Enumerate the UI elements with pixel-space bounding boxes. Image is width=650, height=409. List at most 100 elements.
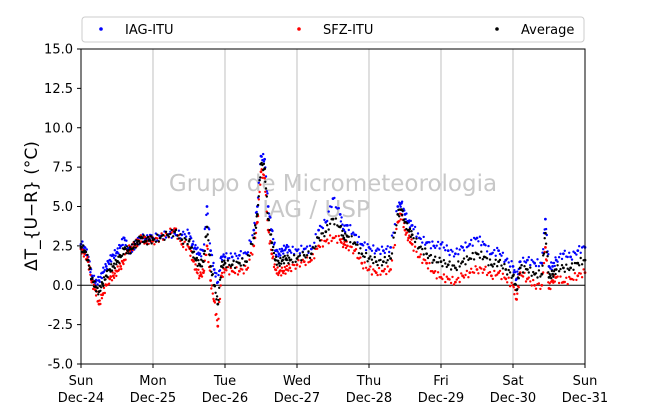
data-point — [385, 261, 388, 264]
data-point — [451, 275, 454, 279]
data-point — [458, 265, 461, 268]
data-point — [341, 234, 345, 237]
data-point — [570, 258, 574, 261]
data-point — [145, 237, 148, 240]
data-point — [200, 265, 204, 268]
data-point — [385, 247, 388, 251]
data-point — [373, 255, 376, 259]
data-point — [490, 274, 493, 278]
data-point — [344, 246, 348, 250]
data-point — [341, 229, 344, 233]
data-point — [415, 235, 418, 238]
data-point — [170, 228, 173, 232]
data-point — [346, 244, 349, 248]
data-point — [117, 255, 120, 258]
data-point — [380, 264, 384, 267]
data-point — [208, 228, 211, 231]
data-point — [540, 272, 544, 276]
data-point — [382, 249, 385, 253]
data-point — [441, 241, 444, 244]
data-point — [330, 239, 333, 243]
data-point — [119, 265, 122, 268]
data-point — [422, 253, 425, 256]
data-point — [288, 266, 292, 270]
data-point — [354, 233, 358, 237]
data-point — [481, 258, 484, 261]
data-point — [259, 176, 262, 179]
legend-label-average: Average — [521, 23, 574, 38]
data-point — [134, 246, 137, 249]
data-point — [316, 247, 319, 250]
data-point — [552, 275, 555, 278]
data-point — [436, 261, 440, 264]
series-average — [79, 161, 587, 306]
data-point — [184, 248, 188, 251]
data-point — [202, 252, 206, 255]
data-point — [292, 263, 296, 267]
data-point — [426, 267, 430, 270]
data-point — [504, 268, 508, 271]
data-point — [100, 286, 103, 289]
data-point — [517, 286, 520, 289]
data-point — [544, 227, 548, 231]
data-point — [249, 240, 253, 244]
data-point — [195, 256, 199, 260]
data-point — [302, 253, 306, 257]
data-point — [480, 250, 483, 253]
data-point — [403, 218, 406, 221]
data-point — [327, 210, 330, 213]
data-point — [128, 244, 131, 247]
data-point — [501, 272, 505, 275]
data-point — [230, 255, 234, 259]
data-point — [477, 272, 480, 275]
data-point — [94, 294, 98, 297]
data-point — [383, 255, 386, 259]
data-point — [477, 253, 480, 256]
data-point — [206, 212, 209, 215]
data-point — [318, 245, 322, 249]
data-point — [151, 236, 154, 239]
data-point — [225, 266, 228, 269]
data-point — [392, 246, 395, 249]
data-point — [516, 270, 519, 273]
data-point — [241, 257, 244, 260]
data-point — [246, 266, 250, 269]
data-point — [266, 211, 269, 215]
data-point — [472, 271, 476, 274]
data-point — [294, 267, 297, 270]
data-point — [122, 262, 125, 266]
data-point — [534, 287, 538, 290]
data-point — [462, 257, 466, 260]
data-point — [518, 260, 522, 263]
data-point — [287, 262, 290, 265]
data-point — [363, 255, 366, 259]
data-point — [124, 258, 127, 261]
data-point — [202, 260, 205, 263]
data-point — [230, 263, 234, 267]
data-point — [257, 198, 260, 201]
data-point — [510, 276, 513, 279]
data-point — [305, 245, 309, 248]
data-point — [572, 278, 575, 281]
data-point — [225, 269, 228, 272]
data-point — [360, 261, 364, 265]
data-point — [570, 262, 574, 265]
data-point — [553, 264, 556, 268]
data-point — [541, 264, 544, 267]
data-point — [566, 255, 569, 259]
data-point — [467, 276, 470, 279]
data-point — [416, 232, 420, 235]
data-point — [110, 263, 113, 266]
data-point — [284, 272, 287, 275]
data-point — [210, 287, 213, 290]
data-point — [547, 253, 550, 256]
data-point — [297, 248, 300, 251]
data-point — [104, 278, 107, 281]
data-point — [255, 210, 258, 214]
data-point — [405, 212, 408, 215]
data-point — [313, 241, 316, 244]
data-point — [409, 219, 412, 223]
data-point — [133, 240, 136, 243]
data-point — [288, 249, 292, 253]
